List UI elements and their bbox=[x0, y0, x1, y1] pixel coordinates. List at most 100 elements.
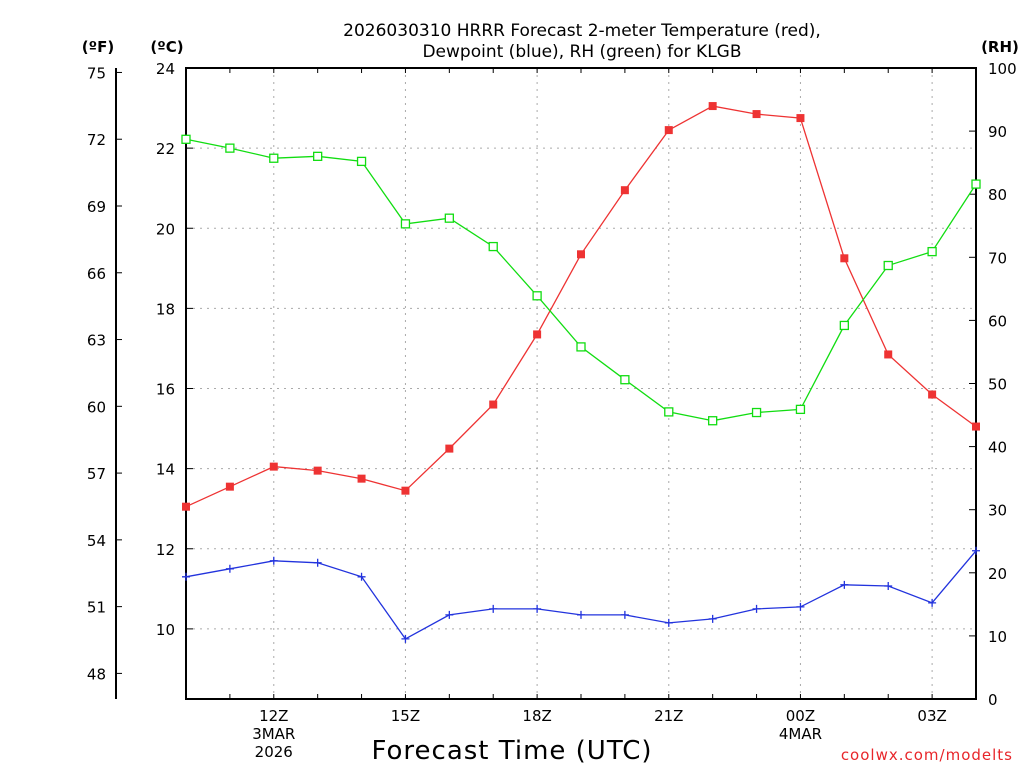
point-temperature-14 bbox=[357, 474, 366, 483]
point-rh-24 bbox=[795, 404, 806, 415]
point-dewpoint-19 bbox=[577, 610, 585, 619]
fahrenheit-tick-label-48: 48 bbox=[87, 665, 106, 683]
fahrenheit-unit-label: (ºF) bbox=[82, 38, 114, 56]
point-dewpoint-15 bbox=[401, 634, 410, 643]
celsius-tick-label-22: 22 bbox=[156, 140, 175, 158]
point-rh-17 bbox=[488, 241, 498, 252]
point-temperature-27 bbox=[928, 390, 937, 399]
rh-tick-label-60: 60 bbox=[988, 312, 1007, 330]
chart-title-line2: Dewpoint (blue), RH (green) for KLGB bbox=[422, 42, 741, 62]
x-tick-label-24-0: 00Z bbox=[786, 707, 815, 725]
point-temperature-24 bbox=[796, 114, 805, 123]
point-rh-27 bbox=[927, 246, 937, 257]
point-dewpoint-18 bbox=[533, 604, 542, 613]
point-rh-11 bbox=[225, 143, 235, 153]
celsius-unit-label: (ºC) bbox=[150, 38, 183, 56]
x-tick-label-15-0: 15Z bbox=[391, 707, 420, 725]
fahrenheit-tick-label-54: 54 bbox=[87, 532, 106, 550]
fahrenheit-tick-label-57: 57 bbox=[87, 465, 106, 483]
point-rh-18 bbox=[532, 291, 542, 301]
point-temperature-22 bbox=[708, 102, 717, 111]
point-dewpoint-11 bbox=[225, 564, 234, 573]
fahrenheit-tick-label-63: 63 bbox=[87, 332, 106, 350]
point-rh-21 bbox=[664, 407, 674, 417]
chart-title-line1: 2026030310 HRRR Forecast 2-meter Tempera… bbox=[343, 21, 821, 41]
fahrenheit-tick-label-69: 69 bbox=[87, 198, 106, 216]
celsius-tick-label-16: 16 bbox=[156, 381, 175, 399]
x-tick-label-18-0: 18Z bbox=[522, 707, 551, 725]
fahrenheit-tick-label-75: 75 bbox=[87, 64, 106, 82]
point-dewpoint-13 bbox=[313, 558, 322, 567]
point-rh-22 bbox=[708, 416, 718, 426]
fahrenheit-tick-label-72: 72 bbox=[87, 131, 106, 149]
point-dewpoint-21 bbox=[664, 618, 673, 627]
series-temperature bbox=[182, 102, 980, 511]
point-rh-14 bbox=[356, 156, 367, 167]
rh-tick-label-80: 80 bbox=[988, 186, 1007, 204]
point-dewpoint-22 bbox=[708, 614, 717, 623]
celsius-tick-label-18: 18 bbox=[156, 300, 175, 318]
point-dewpoint-24 bbox=[796, 602, 805, 611]
point-dewpoint-23 bbox=[752, 604, 761, 613]
point-rh-13 bbox=[313, 151, 323, 161]
series-line-dewpoint bbox=[185, 550, 977, 640]
x-tick-label-21-0: 21Z bbox=[654, 707, 683, 725]
point-dewpoint-28 bbox=[972, 546, 980, 555]
x-tick-label-12-1: 3MAR bbox=[252, 725, 295, 743]
point-temperature-16 bbox=[445, 444, 454, 453]
grid-lines bbox=[186, 67, 976, 699]
point-dewpoint-20 bbox=[620, 610, 629, 619]
rh-tick-label-0: 0 bbox=[988, 691, 998, 709]
rh-tick-label-50: 50 bbox=[988, 376, 1007, 394]
point-dewpoint-12 bbox=[269, 556, 278, 565]
point-rh-26 bbox=[883, 260, 893, 271]
point-dewpoint-27 bbox=[928, 598, 937, 607]
celsius-tick-label-20: 20 bbox=[156, 220, 175, 238]
point-temperature-21 bbox=[664, 126, 673, 135]
fahrenheit-tick-label-66: 66 bbox=[87, 265, 106, 283]
series-line-rh bbox=[185, 138, 977, 422]
rh-tick-label-10: 10 bbox=[988, 628, 1007, 646]
point-dewpoint-26 bbox=[884, 582, 893, 591]
rh-tick-label-30: 30 bbox=[988, 502, 1007, 520]
rh-tick-label-40: 40 bbox=[988, 439, 1007, 457]
x-tick-label-12-0: 12Z bbox=[259, 707, 288, 725]
point-rh-12 bbox=[269, 153, 279, 163]
rh-tick-label-20: 20 bbox=[988, 565, 1007, 583]
point-dewpoint-14 bbox=[357, 572, 366, 581]
celsius-tick-label-24: 24 bbox=[156, 60, 175, 78]
watermark-text: coolwx.com/modelts bbox=[841, 746, 1013, 764]
series-dewpoint bbox=[182, 546, 980, 643]
fahrenheit-tick-label-51: 51 bbox=[87, 599, 106, 617]
point-temperature-19 bbox=[577, 250, 585, 259]
point-dewpoint-25 bbox=[840, 580, 849, 589]
celsius-tick-label-10: 10 bbox=[156, 621, 175, 639]
point-temperature-26 bbox=[884, 350, 893, 359]
point-rh-23 bbox=[751, 407, 762, 418]
point-rh-16 bbox=[444, 213, 454, 223]
point-rh-15 bbox=[400, 219, 411, 229]
point-temperature-25 bbox=[840, 254, 849, 263]
x-tick-label-27-0: 03Z bbox=[917, 707, 946, 725]
point-dewpoint-10 bbox=[182, 572, 190, 581]
x-tick-label-12-2: 2026 bbox=[255, 743, 293, 761]
point-temperature-13 bbox=[313, 466, 322, 475]
celsius-tick-label-14: 14 bbox=[156, 461, 175, 479]
point-temperature-23 bbox=[752, 110, 761, 119]
point-temperature-11 bbox=[225, 482, 234, 491]
point-temperature-20 bbox=[620, 186, 629, 195]
point-temperature-15 bbox=[401, 486, 410, 495]
celsius-tick-label-12: 12 bbox=[156, 541, 175, 559]
point-temperature-12 bbox=[269, 462, 278, 471]
x-tick-label-24-1: 4MAR bbox=[779, 725, 822, 743]
axes: 10 12 14 16 18 20 22 24 48 51 54 57 60 63 66 69 72 75 0 10 2… bbox=[87, 60, 1017, 761]
point-rh-19 bbox=[576, 342, 586, 352]
point-temperature-28 bbox=[972, 422, 980, 431]
rh-tick-label-70: 70 bbox=[988, 249, 1007, 267]
rh-tick-label-100: 100 bbox=[988, 60, 1017, 78]
x-axis-label: Forecast Time (UTC) bbox=[371, 736, 652, 766]
point-rh-25 bbox=[839, 320, 849, 331]
point-dewpoint-17 bbox=[489, 604, 498, 613]
point-rh-10 bbox=[181, 134, 191, 144]
